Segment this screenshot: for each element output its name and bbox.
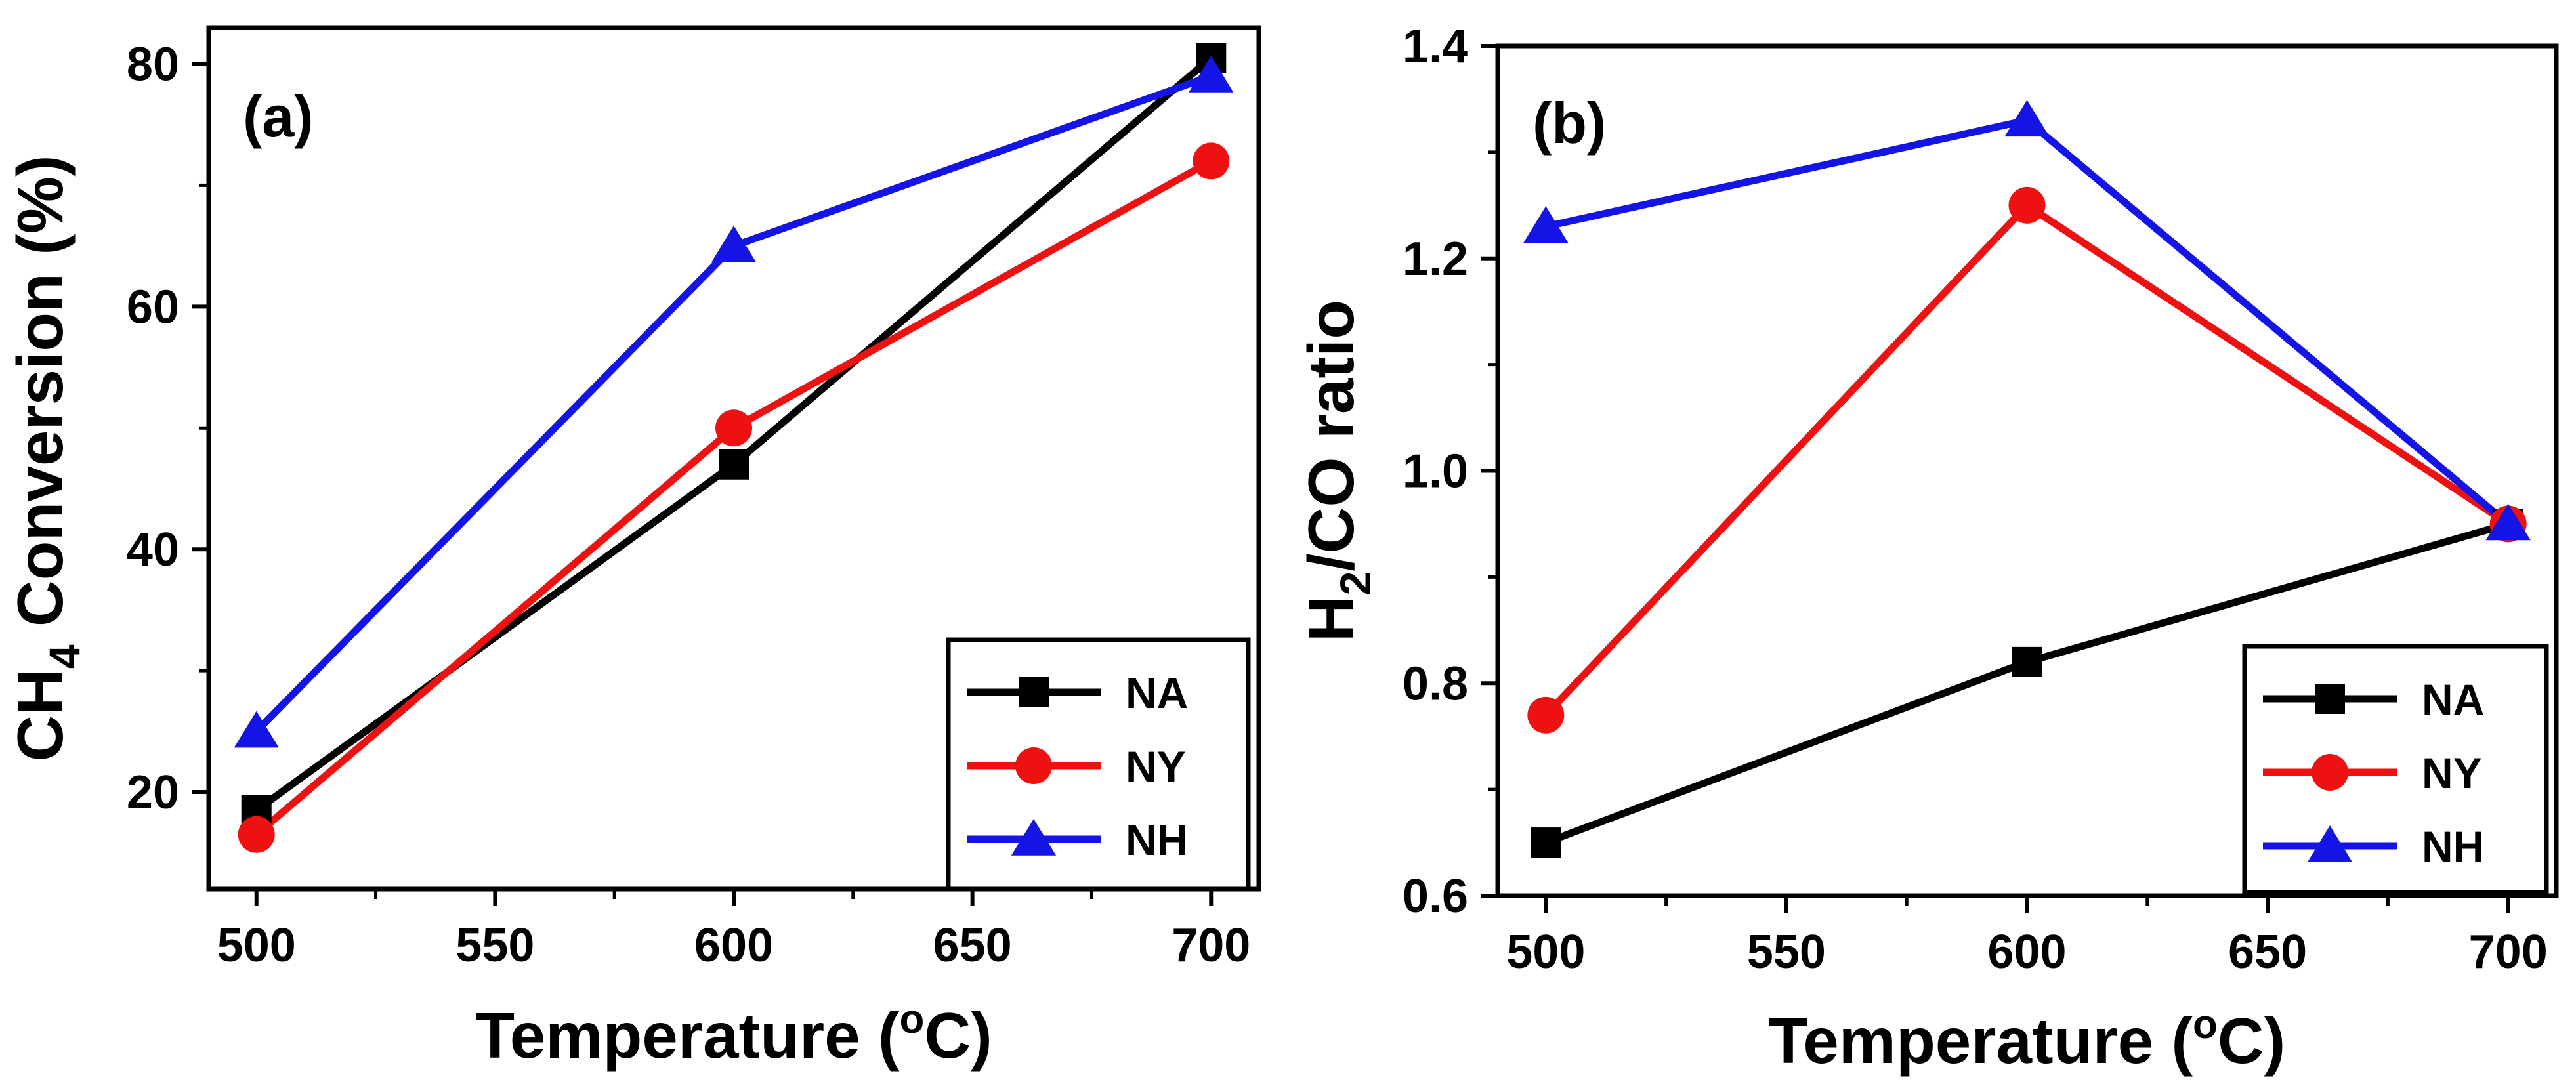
- y-axis-title-subscript: 2: [1331, 572, 1380, 596]
- y-axis-title-rest: Conversion (%): [4, 155, 76, 644]
- legend-label-na: NA: [1126, 669, 1188, 717]
- x-tick-label: 650: [2228, 926, 2307, 978]
- y-tick-label: 0.6: [1403, 870, 1468, 923]
- y-tick-label: 60: [127, 281, 179, 333]
- y-tick-label: 40: [127, 524, 179, 576]
- legend-marker-ny: [2312, 754, 2348, 791]
- y-axis-title-main: CH: [4, 669, 76, 762]
- data-point-na: [719, 449, 749, 480]
- y-tick-label: 1.2: [1403, 233, 1468, 285]
- data-point-ny: [1527, 696, 1565, 734]
- x-tick-label: 500: [1506, 926, 1585, 978]
- x-axis-title-text: Temperature (: [1769, 1005, 2193, 1077]
- data-point-nh: [711, 225, 757, 262]
- x-axis-title-text: Temperature (: [475, 999, 900, 1072]
- x-tick-label: 650: [933, 919, 1012, 972]
- legend-label-na: NA: [2422, 675, 2484, 724]
- y-axis-title-rest: /CO ratio: [1295, 300, 1367, 572]
- legend-marker-ny: [1015, 747, 1052, 784]
- x-axis-title-degree: o: [2193, 1002, 2218, 1047]
- data-point-nh: [234, 711, 279, 748]
- data-point-ny: [2008, 186, 2046, 224]
- data-point-ny: [238, 816, 275, 853]
- x-tick-label: 550: [455, 919, 534, 972]
- legend: NA NY NH: [946, 637, 1251, 892]
- x-axis-title-degree: o: [899, 997, 924, 1042]
- chart-panel-b: 500 550 600 650 700 0.6 0.8 1.0 1.2 1.4 Temperatur…: [1295, 20, 2559, 1077]
- x-axis-title: Temperature (oC): [475, 997, 992, 1072]
- y-axis-title: CH4 Conversion (%): [4, 155, 89, 761]
- data-point-na: [1531, 827, 1561, 858]
- data-point-na: [2012, 646, 2042, 677]
- data-point-ny: [1193, 142, 1230, 180]
- x-tick-label: 700: [1172, 919, 1250, 972]
- legend-label-nh: NH: [1126, 816, 1188, 864]
- y-tick-label: 1.0: [1403, 446, 1468, 498]
- data-point-nh: [2004, 100, 2050, 137]
- y-tick-label: 0.8: [1403, 657, 1468, 710]
- y-tick-label: 20: [127, 766, 179, 819]
- y-tick-label: 1.4: [1403, 20, 1468, 73]
- y-axis-title: H2/CO ratio: [1295, 300, 1380, 642]
- x-tick-label: 550: [1747, 926, 1826, 978]
- legend-label-nh: NH: [2422, 822, 2484, 871]
- legend-marker-na: [1019, 677, 1049, 707]
- x-tick-label: 600: [1987, 926, 2066, 978]
- legend: NA NY NH: [2242, 644, 2549, 895]
- x-tick-label: 500: [217, 919, 296, 972]
- y-tick-label: 80: [127, 38, 179, 91]
- data-point-nh: [1189, 55, 1234, 93]
- panel-label: (b): [1532, 91, 1606, 156]
- x-tick-label: 700: [2469, 926, 2548, 978]
- x-axis-title-unit: C): [924, 999, 992, 1072]
- y-axis-title-subscript: 4: [40, 644, 89, 669]
- x-axis-title-unit: C): [2218, 1005, 2285, 1077]
- legend-label-ny: NY: [2422, 749, 2482, 797]
- legend-marker-na: [2315, 684, 2345, 714]
- legend-marker-nh: [2307, 825, 2353, 862]
- data-point-ny: [715, 409, 752, 447]
- y-axis-title-main: H: [1295, 595, 1367, 642]
- x-axis-title: Temperature (oC): [1769, 1002, 2286, 1077]
- legend-label-ny: NY: [1126, 742, 1186, 791]
- x-tick-label: 600: [694, 919, 773, 972]
- legend-marker-nh: [1011, 819, 1057, 856]
- data-point-nh: [1523, 206, 1569, 243]
- panel-label: (a): [243, 84, 314, 149]
- data-point-nh: [2485, 503, 2531, 541]
